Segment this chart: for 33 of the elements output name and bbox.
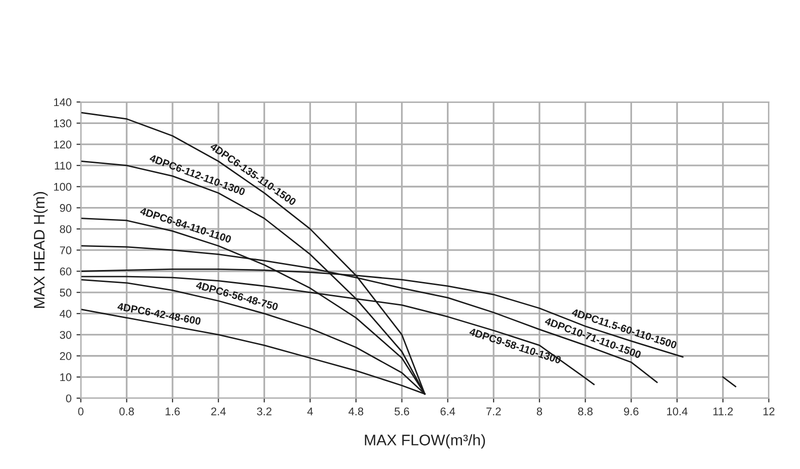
x-tick-label: 3.2 [256, 408, 272, 416]
y-tick-label: 60 [60, 268, 72, 276]
y-tick-label: 130 [54, 119, 72, 128]
x-tick-label: 9.6 [624, 408, 638, 416]
y-tick-label: 20 [60, 352, 72, 360]
x-tick-label: 8.8 [578, 408, 593, 416]
x-tick-label: 12 [763, 408, 774, 416]
y-tick-label: 140 [54, 98, 72, 106]
x-tick-label: 11.2 [713, 408, 733, 416]
x-tick-label: 4 [307, 408, 313, 416]
y-tick-label: 40 [60, 310, 72, 318]
x-tick-label: 8 [536, 408, 542, 416]
x-tick-label: 2.4 [211, 408, 226, 416]
y-tick-label: 30 [60, 330, 72, 339]
y-tick-label: 0 [66, 394, 72, 402]
x-tick-label: 0 [78, 408, 84, 416]
y-tick-label: 90 [60, 204, 72, 212]
x-tick-label: 0.8 [119, 408, 134, 416]
y-tick-label: 100 [54, 182, 72, 191]
y-tick-label: 120 [54, 140, 72, 148]
y-axis-title: MAX HEAD H(m) [33, 192, 48, 308]
x-tick-label: 5.6 [394, 408, 410, 416]
y-tick-label: 110 [54, 162, 72, 170]
y-tick-label: 50 [60, 288, 72, 297]
y-tick-label: 10 [60, 373, 72, 382]
y-tick-label: 70 [60, 246, 72, 254]
x-tick-label: 1.6 [166, 408, 180, 416]
x-tick-label: 6.4 [440, 408, 456, 416]
x-axis-title: MAX FLOW(m³/h) [364, 434, 485, 448]
x-tick-label: 7.2 [486, 408, 501, 416]
y-tick-label: 80 [60, 225, 72, 234]
x-tick-label: 4.8 [348, 408, 364, 416]
x-tick-label: 10.4 [667, 408, 688, 416]
